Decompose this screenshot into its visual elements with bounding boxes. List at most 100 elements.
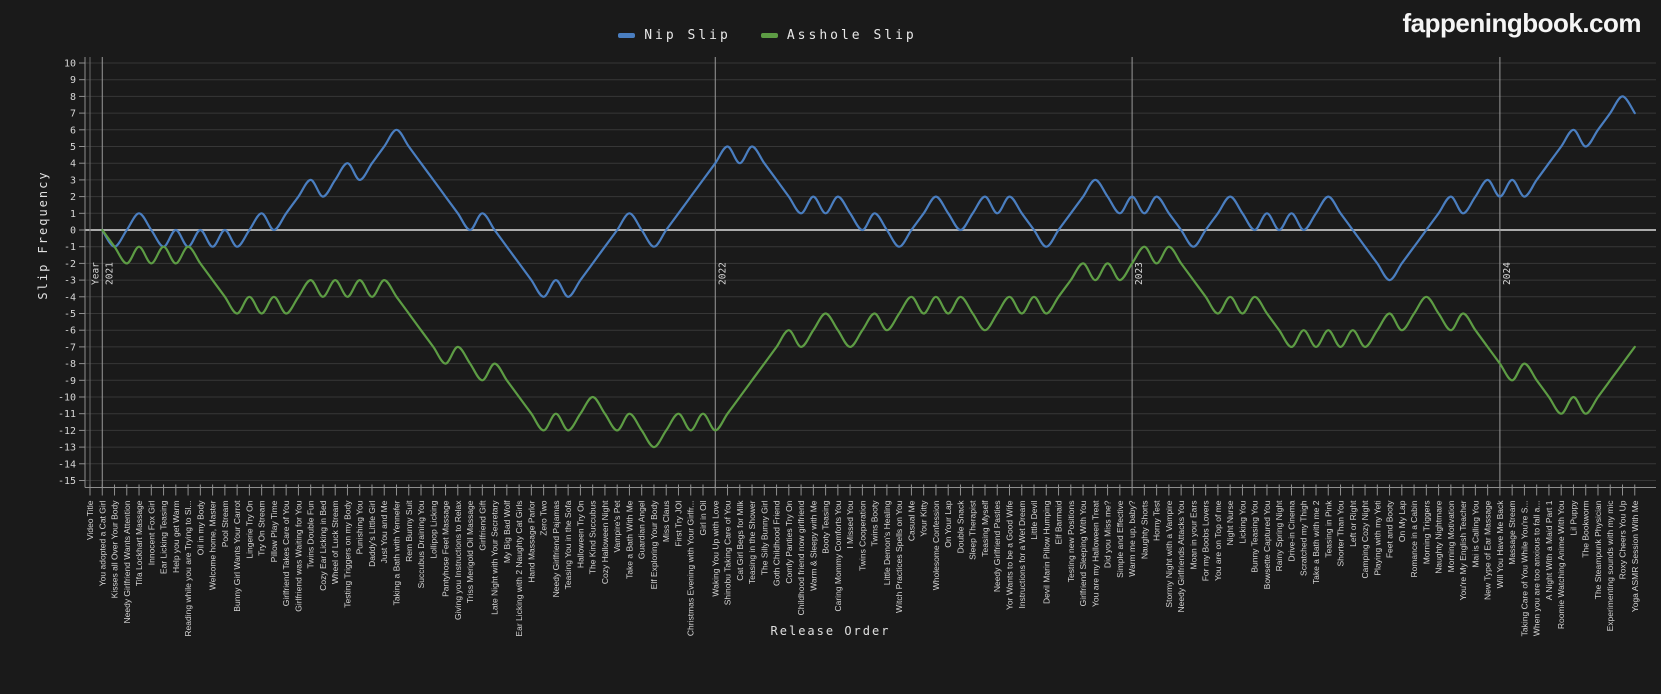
asshole-slip-line [101,228,1636,449]
y-tick-label: -6 [64,326,76,337]
x-tick-label: Needy Girlfriend Pasties [992,501,1002,593]
y-tick-label: 8 [70,92,76,103]
x-tick-label: Miss Claus [661,501,671,543]
y-tick-label: -10 [58,393,76,404]
x-tick-label: Welcome home, Master [208,500,218,590]
x-tick-label: Drive-in Cinema [1286,500,1296,561]
x-tick-label: On My Lap [1397,500,1407,542]
x-tick-label: Taking a Bath with Yennefer [392,500,402,605]
x-tick-label: Witch Practices Spells on You [894,500,904,613]
x-tick-label: Help you get Warm [171,501,181,573]
y-tick-label: -4 [64,292,76,303]
y-tick-label: -5 [64,309,76,320]
y-tick-label: 10 [64,59,76,70]
x-tick-label: Romance in a Cabin [1409,500,1419,577]
x-tick-label: Vampire's Pet [612,500,622,553]
x-axis-title: Release Order [770,624,891,638]
x-tick-label: Mai is Calling You [1470,500,1480,567]
x-tick-label: Reading while you are Trying to Sl... [183,501,193,637]
x-tick-label: Twins Booty [870,500,880,547]
y-tick-label: -1 [64,242,76,253]
x-tick-label: Goth Childhood Friend [772,500,782,586]
x-tick-label: Punishing You [355,500,365,554]
x-tick-label: Zero Two [539,500,549,536]
x-tick-label: Ear Licking with 2 Naughty Cat Girls [514,501,524,637]
x-tick-label: Lil Puppy [1568,500,1578,536]
x-tick-label: Triss Merigold Oil Massage [465,500,475,603]
x-tick-label: Rem Bunny Suit [404,500,414,562]
x-tick-label: Moan in your Ears [1188,501,1198,570]
legend-item-nip-slip: Nip Slip [618,28,731,43]
x-tick-label: Tifa Lockhart Massage [134,500,144,586]
x-tick-label: Shorter Than You [1336,500,1346,566]
x-tick-label: Will You Have Me Back [1495,500,1505,589]
x-tick-label: Night Nurse [1225,500,1235,545]
x-tick-label: Lollipop Licking [428,500,438,558]
x-tick-label: Teasing You in the Sofa [563,500,573,589]
x-tick-label: Little Demon's Healing [882,500,892,585]
x-tick-label: Little Devil [1029,500,1039,539]
y-tick-label: -12 [58,426,76,437]
year-marker-label: 2024 [1502,262,1513,285]
x-tick-label: For my Boobs Lovers [1201,501,1211,582]
y-tick-label: 2 [70,192,76,203]
y-tick-label: -8 [64,359,76,370]
x-tick-label: Licking You [1237,500,1247,543]
y-tick-label: 1 [70,209,76,220]
x-tick-label: Cozy Halloween Night [600,500,610,584]
x-tick-label: On Your Lap [943,500,953,548]
y-tick-label: 6 [70,125,76,136]
x-tick-label: You adopted a Cat Girl [97,500,107,586]
x-tick-label: Warm & Sleepy with Me [808,500,818,591]
y-tick-label: 5 [70,142,76,153]
x-tick-label: Instructions for a Wet Dream [1017,501,1027,609]
x-tick-label: Ear Licking Teasing [159,500,169,574]
x-tick-label: Girlfriend Sleeping With You [1078,500,1088,606]
x-tick-label: I Missed You [845,500,855,548]
x-tick-label: The Bookworm [1581,501,1591,558]
x-tick-label: Booty Teasing [821,500,831,554]
x-tick-label: Massage Stream [1507,501,1517,565]
x-tick-label: Innocent Fox Girl [146,500,156,565]
x-tick-label: Testing new Positions [1066,501,1076,583]
x-tick-label: Take a Bath with me 2 [1311,500,1321,584]
x-tick-label: My Big Bad Wolf [502,500,512,563]
x-tick-label: Your Kitty [919,500,929,537]
x-tick-label: Pantyhose Feet Massage [441,500,451,597]
x-tick-label: Comfy Panties Try On [784,500,794,583]
x-tick-label: Twins Double Fun [306,500,316,568]
x-tick-label: Needy Girlfriend Pajamas [551,501,561,598]
x-tick-label: Christmas Evening with Your Girlfr... [686,501,696,637]
y-tick-label: -7 [64,342,76,353]
y-tick-label: -11 [58,409,76,420]
x-tick-label: Horny Test [1152,500,1162,541]
site-logo: fappeningbook.com [1402,8,1642,38]
y-tick-label: 3 [70,175,76,186]
x-tick-label: Oil in my Body [195,500,205,556]
x-tick-label: Devil Marin Pillow Humping [1041,500,1051,604]
x-tick-label: The Steampunk Physician [1593,500,1603,599]
x-tick-label: Simple and Effective [1115,500,1125,578]
x-tick-label: Cat Girl Begs for Milk [735,500,745,581]
x-tick-label: Experimenting sounds with my mic [1605,500,1615,632]
year-marker-label: 2022 [717,262,728,285]
x-tick-label: Lingerie Try On [244,500,254,558]
x-tick-label: Yor Wants to be a Good Wife [1005,500,1015,610]
x-tick-label: Giving you Instructions to Relax [453,500,463,620]
nip-slip-line [101,95,1636,298]
x-tick-label: Guardian Angel [637,500,647,559]
year-marker-prefix: Year [90,262,101,285]
x-tick-label: Kisses all Over Your Body [110,500,120,599]
x-tick-label: Yoga ASMR Session With Me [1630,500,1640,612]
x-tick-label: First Try JOI [673,501,683,547]
x-tick-label: Caring Mommy Comforts You [833,500,843,611]
x-tick-label: Testing Triggers on my Body [342,500,352,608]
x-tick-label: Video Title [85,500,95,540]
y-tick-label: -13 [58,443,76,454]
x-tick-label: Needy Girlfriends Attacks You [1176,500,1186,612]
x-tick-label: Elf Exploring Your Body [649,500,659,590]
x-tick-label: Try On Stream [257,501,267,556]
x-tick-label: Pillow Play Time [269,500,279,562]
x-tick-label: Teasing in the Shower [747,500,757,584]
